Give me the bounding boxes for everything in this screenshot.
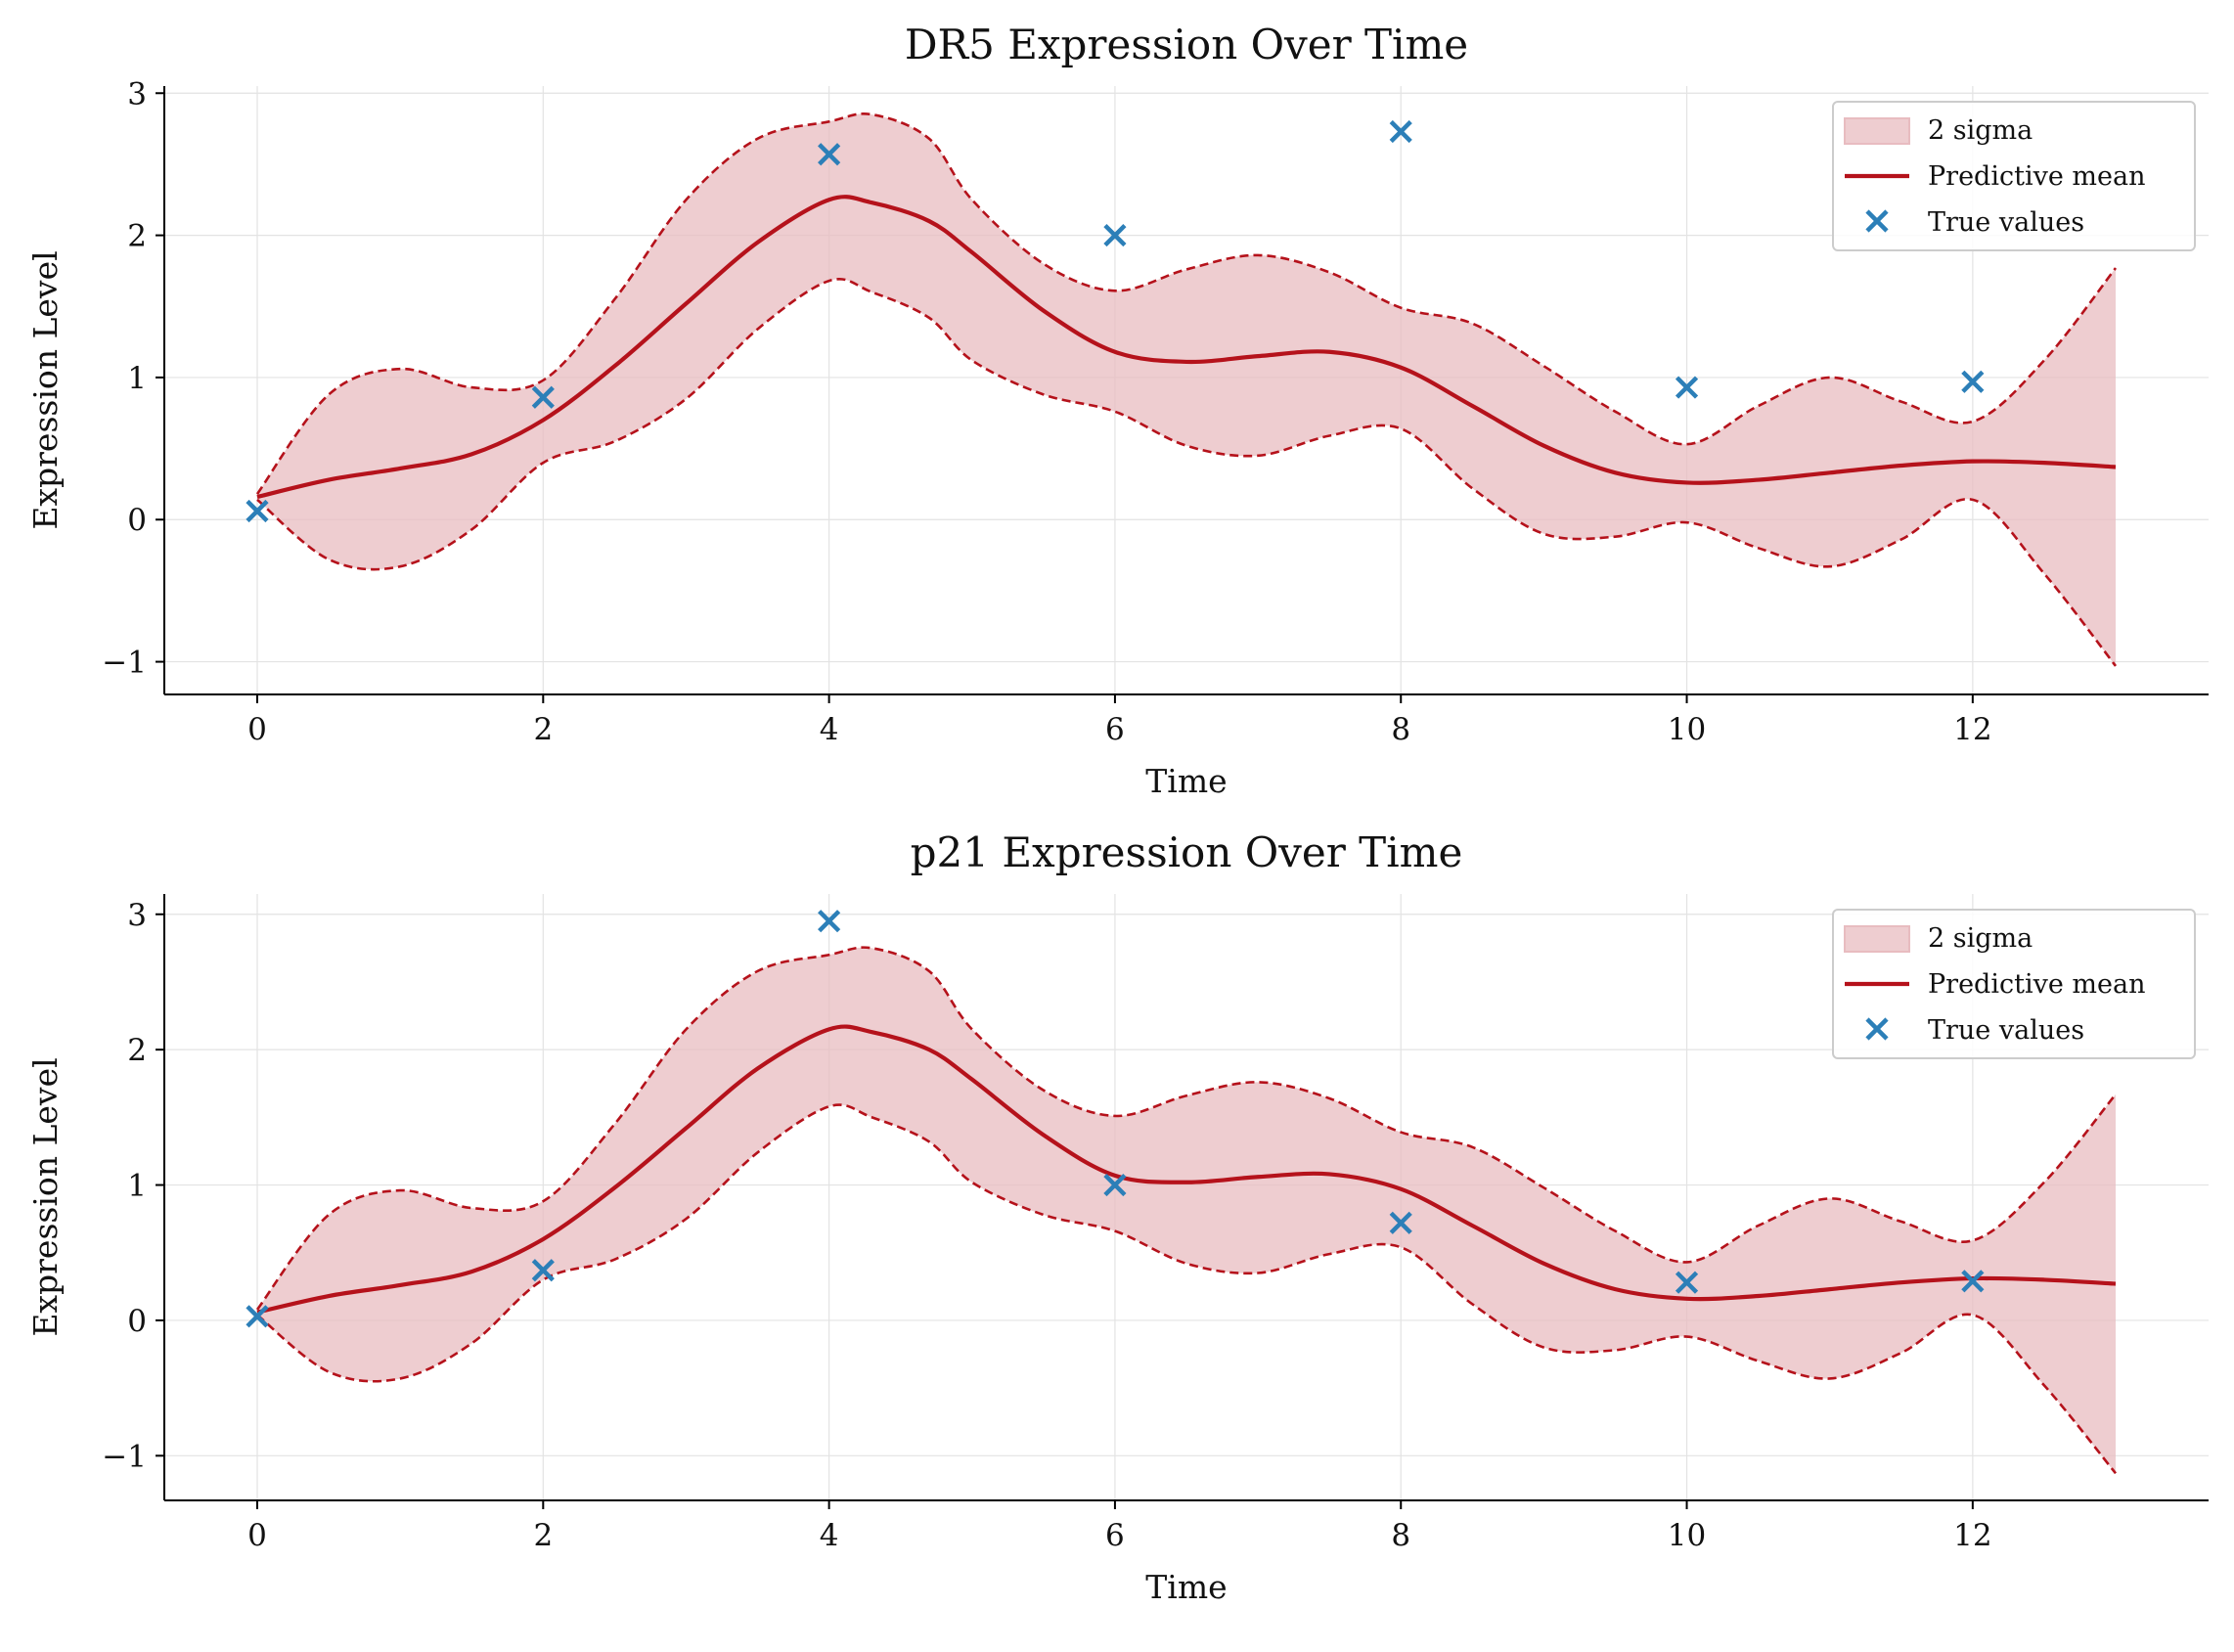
- sigma-upper-bound: [255, 112, 2118, 495]
- predictive-mean-line: [256, 1024, 2117, 1315]
- y-tick-label: 1: [127, 361, 147, 396]
- true-value-point: [1103, 224, 1127, 247]
- x-tick-label: 10: [1668, 1518, 1706, 1553]
- y-tick-label: 0: [127, 1304, 147, 1339]
- true-value-marker-stroke: [1103, 1173, 1127, 1197]
- y-tick-label: 3: [127, 898, 147, 933]
- sigma-lower-bound: [256, 278, 2118, 667]
- y-axis-label: Expression Level: [26, 250, 65, 529]
- legend-band-swatch: [1844, 117, 1910, 145]
- legend-points-swatch: [1865, 209, 1889, 233]
- legend-band-label: 2 sigma: [1928, 115, 2033, 146]
- predictive-mean-line: [256, 195, 2117, 500]
- true-value-marker-stroke: [531, 385, 555, 409]
- x-tick-label: 0: [247, 712, 267, 747]
- true-value-point: [531, 1259, 555, 1282]
- y-tick-label: 1: [127, 1169, 147, 1204]
- x-tick-label: 12: [1953, 1518, 1991, 1553]
- true-value-marker-stroke: [818, 143, 841, 166]
- x-tick-label: 2: [533, 1518, 553, 1553]
- x-tick-label: 2: [533, 712, 553, 747]
- true-value-point: [1961, 1270, 1985, 1293]
- y-tick-label: −1: [102, 1439, 147, 1474]
- true-value-marker-stroke: [531, 1259, 555, 1282]
- chart-title: DR5 Expression Over Time: [905, 21, 1468, 68]
- true-value-point: [1389, 1211, 1412, 1234]
- true-value-point: [1389, 119, 1412, 144]
- legend-mean-label: Predictive mean: [1928, 161, 2145, 192]
- sigma-band: [257, 113, 2116, 666]
- y-tick-label: 2: [127, 1033, 147, 1068]
- x-tick-label: 6: [1105, 712, 1125, 747]
- legend-frame: [1832, 909, 2196, 1059]
- legend: 2 sigma Predictive mean True values: [1832, 909, 2196, 1059]
- true-value-point: [818, 910, 841, 933]
- x-tick-label: 10: [1668, 712, 1706, 747]
- true-value-point: [246, 1305, 269, 1328]
- true-value-marker-stroke: [246, 499, 269, 523]
- legend-points-label: True values: [1928, 1015, 2084, 1046]
- x-tick-label: 0: [247, 1518, 267, 1553]
- x-tick-label: 8: [1391, 1518, 1410, 1553]
- y-tick-label: 3: [127, 76, 147, 112]
- x-tick-label: 12: [1953, 712, 1991, 747]
- sigma-lower-bound: [256, 1103, 2118, 1475]
- true-value-point: [818, 143, 841, 166]
- chart-title: p21 Expression Over Time: [911, 828, 1463, 876]
- x-tick-label: 4: [820, 712, 839, 747]
- x-tick-label: 8: [1391, 712, 1410, 747]
- true-value-marker-stroke: [1103, 224, 1127, 247]
- true-value-point: [1103, 1173, 1127, 1197]
- true-value-marker-stroke: [1675, 376, 1699, 399]
- true-value-marker-stroke: [246, 1305, 269, 1328]
- x-axis-label: Time: [1145, 762, 1227, 800]
- legend-band-swatch: [1844, 925, 1910, 953]
- true-value-point: [531, 385, 555, 409]
- y-tick-label: 2: [127, 219, 147, 254]
- x-tick-label: 6: [1105, 1518, 1125, 1553]
- x-tick-label: 4: [820, 1518, 839, 1553]
- x-axis-label: Time: [1145, 1568, 1227, 1606]
- y-tick-label: −1: [102, 646, 147, 681]
- true-value-point: [1675, 376, 1699, 399]
- legend-points-swatch: [1865, 1017, 1889, 1041]
- y-axis-label: Expression Level: [26, 1057, 65, 1336]
- true-value-point: [1961, 370, 1985, 393]
- true-value-marker-stroke: [1389, 1211, 1412, 1234]
- true-value-marker-stroke: [1961, 1270, 1985, 1293]
- true-value-point: [246, 499, 269, 523]
- true-value-point: [1675, 1271, 1699, 1294]
- legend: 2 sigma Predictive mean True values: [1832, 101, 2196, 251]
- true-value-marker-stroke: [1675, 1271, 1699, 1294]
- legend-frame: [1832, 101, 2196, 251]
- legend-points-label: True values: [1928, 207, 2084, 238]
- true-value-marker-stroke: [1389, 119, 1412, 144]
- true-value-marker-stroke: [1961, 370, 1985, 393]
- y-tick-label: 0: [127, 503, 147, 538]
- true-value-marker-stroke: [818, 910, 841, 933]
- legend-mean-label: Predictive mean: [1928, 969, 2145, 1000]
- legend-band-label: 2 sigma: [1928, 923, 2033, 954]
